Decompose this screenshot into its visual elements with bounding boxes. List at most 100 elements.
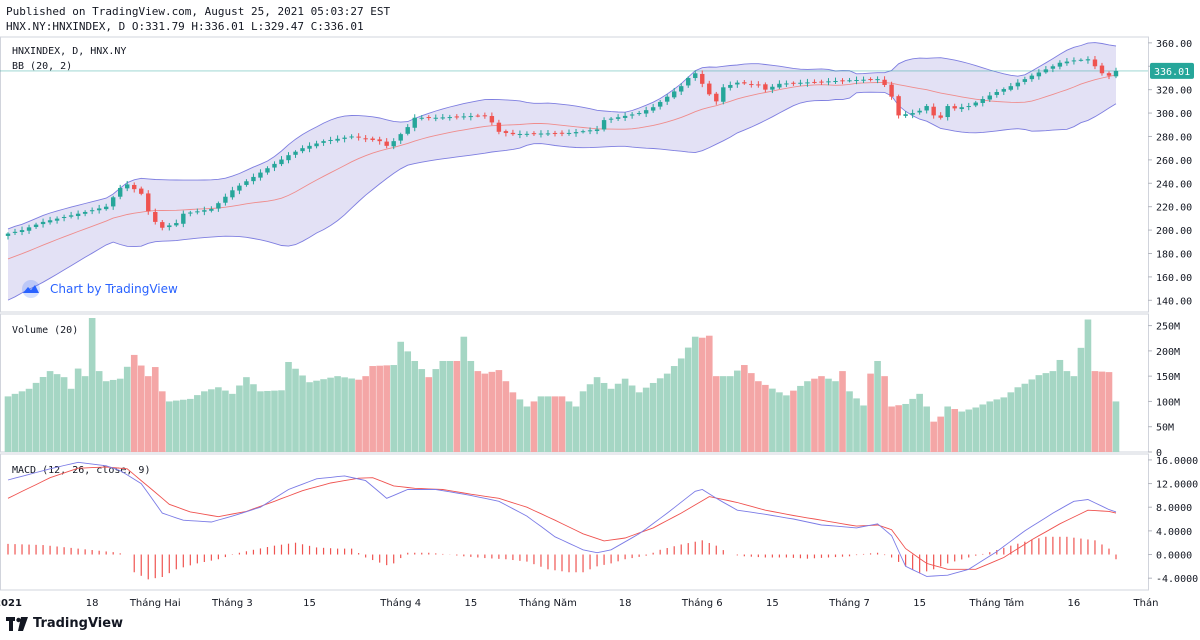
candle-body[interactable]: [75, 213, 81, 217]
candle-body[interactable]: [798, 82, 803, 84]
volume-bar[interactable]: [804, 381, 811, 452]
candle-body[interactable]: [5, 233, 11, 236]
volume-bar[interactable]: [1091, 371, 1099, 452]
volume-bar[interactable]: [404, 351, 412, 452]
volume-bar[interactable]: [839, 371, 846, 452]
volume-bar[interactable]: [727, 376, 734, 452]
volume-bar[interactable]: [986, 401, 994, 452]
volume-bar[interactable]: [881, 376, 888, 452]
candle-body[interactable]: [279, 159, 284, 165]
candle-body[interactable]: [784, 83, 789, 85]
candle-body[interactable]: [251, 176, 256, 182]
volume-bar[interactable]: [537, 396, 545, 452]
volume-bar[interactable]: [649, 382, 657, 452]
volume-bar[interactable]: [53, 374, 61, 452]
volume-bar[interactable]: [201, 391, 208, 452]
volume-bar[interactable]: [271, 390, 278, 452]
volume-bar[interactable]: [173, 400, 180, 452]
volume-bar[interactable]: [1063, 371, 1071, 452]
volume-bar[interactable]: [369, 366, 376, 452]
volume-bar[interactable]: [257, 391, 264, 452]
candle-body[interactable]: [307, 145, 312, 149]
candle-body[interactable]: [931, 106, 936, 116]
volume-bar[interactable]: [783, 395, 790, 452]
volume-bar[interactable]: [614, 383, 622, 452]
candle-body[interactable]: [96, 208, 102, 211]
candle-body[interactable]: [489, 116, 495, 123]
volume-bar[interactable]: [299, 375, 306, 452]
candle-body[interactable]: [188, 212, 193, 214]
candle-body[interactable]: [833, 81, 838, 82]
candle-body[interactable]: [538, 133, 544, 135]
volume-bar[interactable]: [993, 399, 1001, 452]
volume-bar[interactable]: [1098, 371, 1106, 452]
volume-bar[interactable]: [341, 377, 348, 452]
volume-bar[interactable]: [88, 318, 96, 452]
volume-bar[interactable]: [1056, 359, 1064, 452]
volume-bar[interactable]: [397, 341, 405, 452]
candle-body[interactable]: [545, 133, 551, 135]
candle-body[interactable]: [61, 216, 67, 219]
candle-body[interactable]: [342, 137, 347, 139]
candle-body[interactable]: [132, 184, 137, 190]
candle-body[interactable]: [12, 231, 18, 233]
bollinger-indicator-label[interactable]: BB (20, 2): [12, 61, 72, 72]
candle-body[interactable]: [1043, 69, 1049, 73]
volume-bar[interactable]: [81, 376, 89, 452]
volume-bar[interactable]: [1035, 375, 1043, 452]
candle-body[interactable]: [265, 168, 270, 173]
volume-bar[interactable]: [411, 360, 419, 452]
candle-body[interactable]: [482, 115, 488, 117]
volume-bar[interactable]: [762, 384, 769, 452]
volume-bar[interactable]: [1112, 401, 1120, 452]
volume-bar[interactable]: [909, 398, 916, 452]
candle-body[interactable]: [868, 79, 873, 81]
candle-body[interactable]: [1001, 89, 1006, 92]
volume-bar[interactable]: [1007, 392, 1015, 452]
candle-body[interactable]: [672, 91, 677, 98]
candle-body[interactable]: [594, 129, 600, 132]
candle-body[interactable]: [749, 84, 754, 86]
candle-body[interactable]: [363, 138, 368, 140]
candle-body[interactable]: [987, 95, 992, 100]
candle-body[interactable]: [615, 117, 621, 119]
candle-body[interactable]: [735, 82, 740, 85]
candle-body[interactable]: [742, 82, 747, 84]
volume-bar[interactable]: [425, 377, 433, 452]
candle-body[interactable]: [707, 83, 712, 95]
volume-pane-title[interactable]: Volume (20): [12, 325, 78, 336]
volume-bar[interactable]: [790, 390, 797, 452]
volume-bar[interactable]: [741, 365, 748, 452]
volume-bar[interactable]: [769, 388, 776, 452]
candle-body[interactable]: [566, 132, 572, 134]
volume-bar[interactable]: [130, 354, 138, 452]
volume-bar[interactable]: [600, 382, 608, 452]
volume-bar[interactable]: [250, 384, 257, 452]
volume-bar[interactable]: [951, 409, 959, 452]
candle-body[interactable]: [103, 206, 109, 210]
candle-body[interactable]: [272, 163, 277, 168]
volume-bar[interactable]: [453, 360, 461, 452]
volume-bar[interactable]: [825, 378, 832, 452]
candle-body[interactable]: [952, 106, 957, 109]
volume-bar[interactable]: [586, 384, 594, 452]
candle-body[interactable]: [1106, 73, 1112, 76]
candle-body[interactable]: [47, 220, 53, 223]
volume-bar[interactable]: [25, 388, 33, 452]
candle-body[interactable]: [1071, 60, 1077, 62]
candle-body[interactable]: [840, 80, 845, 82]
candle-body[interactable]: [419, 117, 424, 119]
volume-bar[interactable]: [102, 381, 110, 452]
volume-bar[interactable]: [236, 385, 243, 452]
candle-body[interactable]: [770, 86, 775, 90]
volume-bar[interactable]: [684, 347, 692, 452]
candle-body[interactable]: [601, 120, 607, 130]
candle-body[interactable]: [889, 84, 894, 97]
volume-bar[interactable]: [509, 392, 517, 452]
volume-bar[interactable]: [748, 373, 755, 452]
candle-body[interactable]: [643, 110, 649, 114]
candle-body[interactable]: [125, 184, 130, 189]
volume-bar[interactable]: [621, 378, 629, 452]
volume-bar[interactable]: [229, 393, 236, 452]
volume-bar[interactable]: [1014, 387, 1022, 452]
